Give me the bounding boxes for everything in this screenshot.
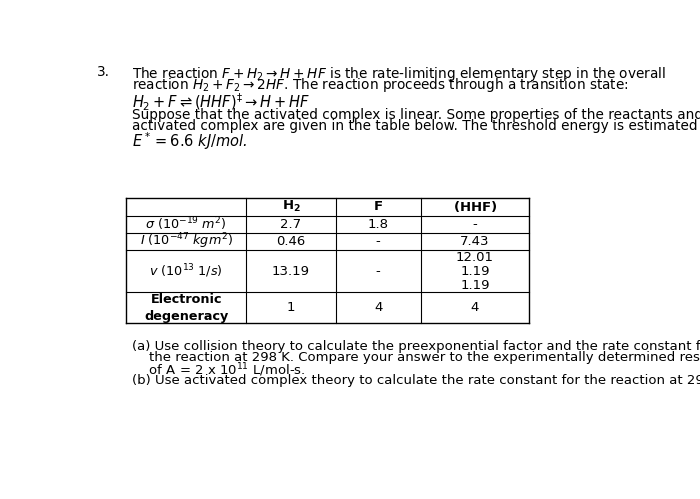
Text: The reaction $F + H_2 \rightarrow H + HF$ is the rate-limiting elementary step i: The reaction $F + H_2 \rightarrow H + HF… <box>132 65 666 83</box>
Text: Electronic
degeneracy: Electronic degeneracy <box>144 293 228 323</box>
Text: Suppose that the activated complex is linear. Some properties of the reactants a: Suppose that the activated complex is li… <box>132 108 700 122</box>
Text: 3.: 3. <box>97 65 110 79</box>
Text: $\sigma\ (10^{-19}\ m^2)$: $\sigma\ (10^{-19}\ m^2)$ <box>146 216 228 234</box>
Text: -: - <box>473 218 477 231</box>
Text: of A = 2 x 10$^{11}$ L/mol-s.: of A = 2 x 10$^{11}$ L/mol-s. <box>132 362 306 379</box>
Text: the reaction at 298 K. Compare your answer to the experimentally determined resu: the reaction at 298 K. Compare your answ… <box>132 351 700 364</box>
Text: 2.7: 2.7 <box>281 218 302 231</box>
Text: 4: 4 <box>374 301 382 314</box>
Text: 7.43: 7.43 <box>461 235 490 248</box>
Text: $E^* = 6.6\ kJ/mol$.: $E^* = 6.6\ kJ/mol$. <box>132 130 248 152</box>
Text: 1.8: 1.8 <box>368 218 388 231</box>
Text: 1.19: 1.19 <box>461 279 490 292</box>
Text: $v\ (10^{13}\ 1/s)$: $v\ (10^{13}\ 1/s)$ <box>149 262 223 280</box>
Text: (a) Use collision theory to calculate the preexponential factor and the rate con: (a) Use collision theory to calculate th… <box>132 340 700 353</box>
Text: reaction $H_2 + F_2 \rightarrow 2HF$. The reaction proceeds through a transition: reaction $H_2 + F_2 \rightarrow 2HF$. Th… <box>132 76 629 94</box>
Text: $\mathbf{H_2}$: $\mathbf{H_2}$ <box>281 200 300 215</box>
Text: $\mathbf{F}$: $\mathbf{F}$ <box>373 201 383 214</box>
Text: 4: 4 <box>471 301 480 314</box>
Text: 13.19: 13.19 <box>272 265 310 278</box>
Text: activated complex are given in the table below. The threshold energy is estimate: activated complex are given in the table… <box>132 119 700 133</box>
Text: -: - <box>376 235 381 248</box>
Text: 1: 1 <box>287 301 295 314</box>
Text: 1.19: 1.19 <box>461 265 490 278</box>
Text: $H_2 + F \rightleftharpoons (HHF)^{\ddagger} \rightarrow H + HF$: $H_2 + F \rightleftharpoons (HHF)^{\ddag… <box>132 91 311 113</box>
Text: $I\ (10^{-47}\ kgm^2)$: $I\ (10^{-47}\ kgm^2)$ <box>140 232 232 251</box>
Text: 0.46: 0.46 <box>276 235 306 248</box>
Text: 12.01: 12.01 <box>456 250 494 263</box>
Text: $\mathbf{(HHF)}$: $\mathbf{(HHF)}$ <box>453 200 497 215</box>
Text: (b) Use activated complex theory to calculate the rate constant for the reaction: (b) Use activated complex theory to calc… <box>132 374 700 387</box>
Text: -: - <box>376 265 381 278</box>
